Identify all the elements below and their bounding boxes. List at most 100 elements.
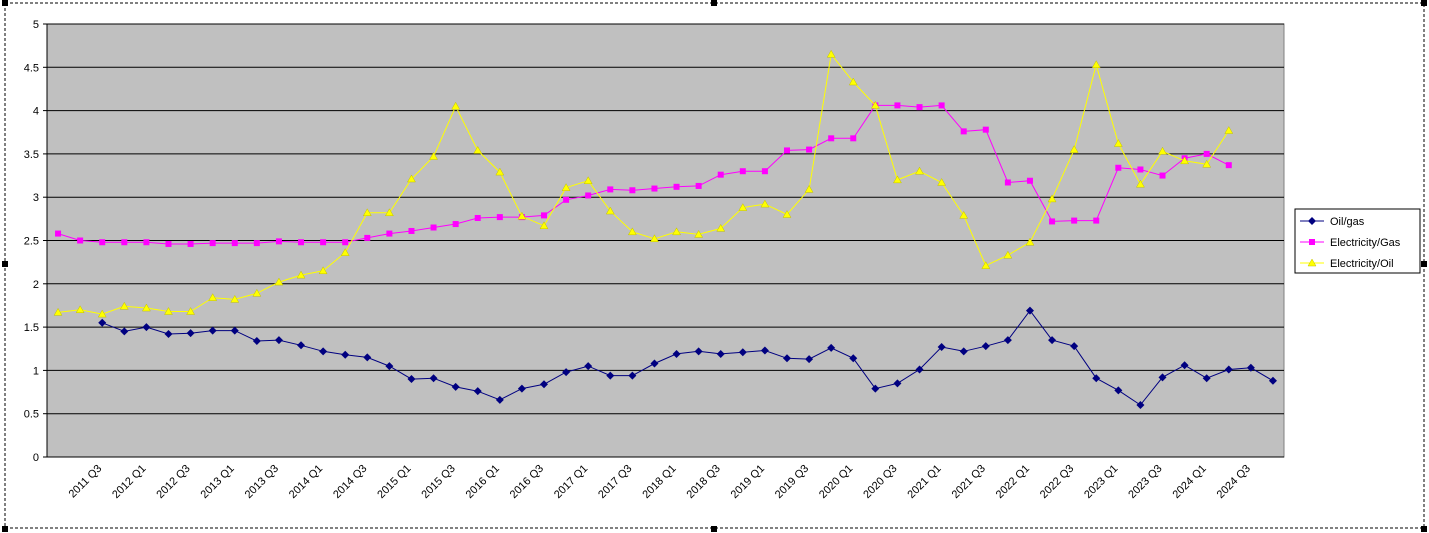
- y-tick-label: 4: [33, 106, 39, 118]
- marker-diamond: [319, 347, 328, 356]
- marker-square: [1203, 150, 1210, 157]
- marker-triangle: [407, 174, 416, 183]
- y-tick-label: 2.5: [24, 236, 39, 248]
- marker-diamond: [495, 395, 504, 404]
- marker-triangle: [1003, 250, 1013, 259]
- marker-diamond: [716, 349, 725, 358]
- legend-label: Oil/gas: [1330, 216, 1365, 228]
- marker-square: [960, 128, 967, 135]
- marker-diamond: [628, 371, 637, 380]
- marker-square: [298, 239, 305, 246]
- marker-diamond: [937, 343, 946, 352]
- marker-diamond: [252, 336, 261, 345]
- marker-diamond: [186, 329, 195, 338]
- marker-triangle: [252, 288, 262, 297]
- marker-triangle: [451, 101, 461, 110]
- marker-triangle: [1025, 237, 1035, 246]
- marker-diamond: [694, 347, 703, 356]
- marker-square: [850, 135, 857, 142]
- marker-square: [1093, 217, 1100, 224]
- marker-diamond: [341, 350, 350, 359]
- marker-diamond: [849, 354, 858, 363]
- marker-triangle: [119, 301, 129, 310]
- marker-diamond: [142, 323, 151, 332]
- marker-square: [275, 238, 282, 245]
- marker-diamond: [1048, 336, 1057, 345]
- marker-square: [806, 146, 813, 153]
- marker-diamond: [1114, 386, 1123, 395]
- marker-square: [99, 239, 106, 246]
- marker-triangle: [937, 177, 947, 186]
- marker-triangle: [362, 208, 372, 217]
- marker-triangle: [650, 234, 659, 243]
- marker-diamond: [760, 346, 769, 355]
- marker-triangle: [760, 199, 770, 208]
- marker-triangle: [959, 210, 969, 219]
- marker-triangle: [164, 307, 173, 315]
- series-line: [57, 53, 1230, 315]
- marker-square: [607, 186, 614, 193]
- marker-triangle: [384, 208, 394, 217]
- marker-triangle: [804, 184, 814, 193]
- y-tick-label: 3: [33, 192, 39, 204]
- marker-triangle: [1202, 159, 1212, 168]
- marker-square: [77, 237, 84, 244]
- marker-square: [1225, 162, 1232, 169]
- marker-triangle: [738, 203, 748, 211]
- marker-square: [894, 102, 901, 109]
- y-tick-label: 4.5: [24, 62, 39, 74]
- y-tick-label: 2: [33, 279, 39, 291]
- marker-triangle: [782, 210, 792, 218]
- marker-square: [474, 214, 481, 221]
- marker-diamond: [1092, 374, 1101, 383]
- legend-label: Electricity/Gas: [1330, 237, 1401, 249]
- marker-diamond: [805, 355, 814, 364]
- marker-square: [121, 239, 128, 246]
- marker-square: [783, 147, 790, 154]
- marker-square: [231, 240, 238, 247]
- marker-triangle: [826, 49, 836, 58]
- marker-triangle: [75, 305, 85, 314]
- marker-square: [717, 171, 724, 178]
- marker-square: [165, 240, 172, 247]
- marker-triangle: [605, 206, 615, 215]
- marker-diamond: [363, 353, 372, 362]
- marker-triangle: [473, 145, 483, 154]
- marker-square: [982, 126, 989, 133]
- marker-diamond: [1224, 365, 1233, 374]
- marker-triangle: [274, 277, 284, 286]
- marker-diamond: [893, 379, 902, 388]
- marker-diamond: [1202, 374, 1211, 383]
- marker-square: [253, 240, 260, 247]
- marker-diamond: [1158, 373, 1167, 382]
- marker-square: [55, 230, 62, 237]
- marker-triangle: [1158, 146, 1167, 155]
- marker-square: [452, 221, 459, 228]
- y-tick-label: 0: [33, 452, 39, 464]
- marker-triangle: [583, 176, 593, 184]
- marker-triangle: [1135, 179, 1145, 188]
- marker-square: [651, 185, 658, 192]
- marker-diamond: [473, 387, 482, 396]
- marker-square: [1159, 172, 1166, 179]
- marker-triangle: [627, 227, 637, 236]
- marker-square: [1071, 217, 1078, 224]
- marker-diamond: [1136, 401, 1145, 410]
- marker-diamond: [407, 375, 416, 384]
- marker-diamond: [1070, 342, 1079, 351]
- marker-triangle: [893, 175, 902, 184]
- marker-square: [761, 168, 768, 175]
- marker-square: [541, 212, 548, 219]
- marker-diamond: [98, 318, 107, 327]
- marker-triangle: [1047, 194, 1057, 203]
- marker-square: [143, 239, 150, 246]
- marker-diamond: [1003, 336, 1012, 345]
- legend-swatch: [1307, 258, 1317, 267]
- marker-diamond: [1025, 306, 1034, 315]
- marker-square: [739, 168, 746, 175]
- marker-square: [209, 240, 216, 247]
- marker-diamond: [540, 380, 549, 389]
- marker-triangle: [517, 211, 527, 220]
